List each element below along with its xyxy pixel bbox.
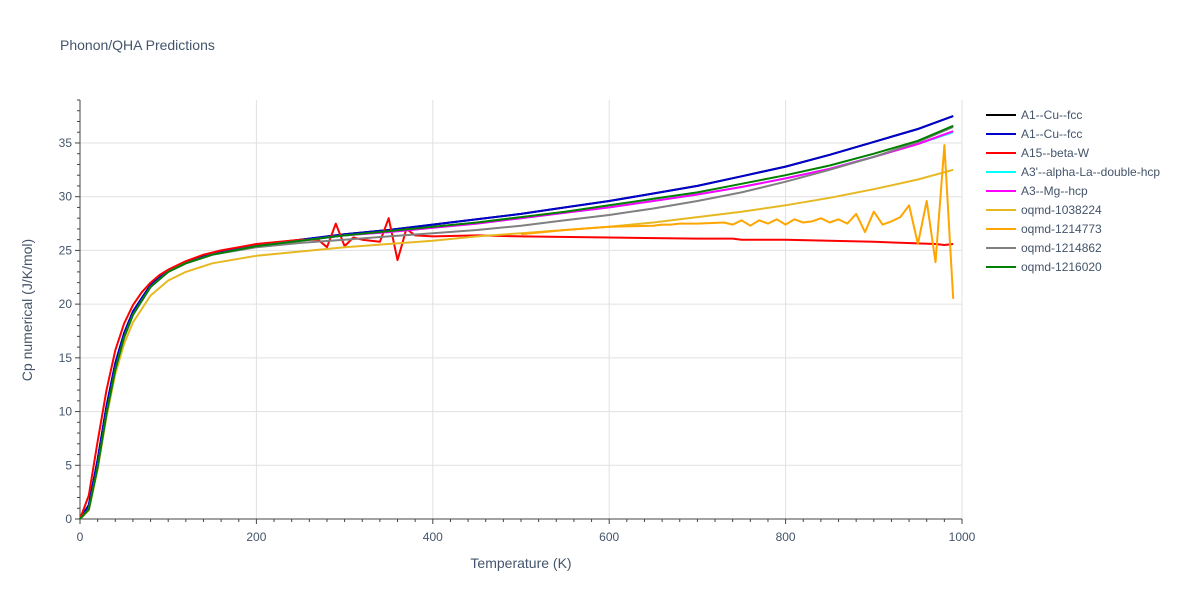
y-tick-label: 15 — [59, 351, 73, 365]
series-lines — [79, 115, 955, 520]
y-tick-label: 0 — [65, 512, 72, 526]
legend-item[interactable]: A1--Cu--fcc — [986, 108, 1082, 122]
legend-label: A1--Cu--fcc — [1021, 108, 1082, 122]
series-line-4 — [79, 130, 954, 520]
y-tick-label: 20 — [59, 297, 73, 311]
legend-item[interactable]: oqmd-1038224 — [986, 203, 1102, 217]
y-tick-label: 25 — [59, 243, 73, 257]
legend-label: A15--beta-W — [1021, 146, 1090, 160]
legend-label: oqmd-1038224 — [1021, 203, 1102, 217]
series-line-1 — [79, 115, 954, 520]
series-line-2 — [79, 217, 954, 520]
legend-item[interactable]: A1--Cu--fcc — [986, 127, 1082, 141]
series-line-5 — [79, 168, 954, 520]
y-tick-label: 10 — [59, 405, 73, 419]
y-tick-label: 5 — [65, 458, 72, 472]
series-line-0 — [79, 115, 954, 520]
x-tick-labels: 0 200 400 600 800 1000 — [77, 530, 976, 544]
legend-item[interactable]: oqmd-1214773 — [986, 222, 1102, 236]
y-tick-label: 35 — [59, 136, 73, 150]
legend-label: A3--Mg--hcp — [1021, 184, 1088, 198]
series-line-8 — [79, 124, 954, 520]
x-tick-label: 200 — [246, 530, 266, 544]
series-line-7 — [79, 125, 954, 520]
series-line-6 — [520, 144, 955, 299]
series-line-3 — [79, 131, 954, 520]
y-tick-label: 30 — [59, 190, 73, 204]
legend-item[interactable]: A3--Mg--hcp — [986, 184, 1088, 198]
x-tick-label: 0 — [77, 530, 84, 544]
y-tick-labels: 0 5 10 15 20 25 30 35 — [59, 136, 73, 526]
legend-item[interactable]: A3'--alpha-La--double-hcp — [986, 165, 1160, 179]
y-axis-title: Cp numerical (J/K/mol) — [19, 239, 35, 381]
legend-item[interactable]: A15--beta-W — [986, 146, 1090, 160]
legend-item[interactable]: oqmd-1216020 — [986, 260, 1102, 274]
legend[interactable]: A1--Cu--fcc A1--Cu--fcc A15--beta-W A3'--al… — [986, 108, 1160, 274]
legend-label: oqmd-1214773 — [1021, 222, 1102, 236]
legend-item[interactable]: oqmd-1214862 — [986, 241, 1102, 255]
grid-lines — [80, 100, 963, 519]
x-tick-label: 800 — [776, 530, 796, 544]
legend-label: A1--Cu--fcc — [1021, 127, 1082, 141]
chart-title: Phonon/QHA Predictions — [60, 37, 215, 53]
x-axis-title: Temperature (K) — [470, 555, 571, 571]
legend-label: oqmd-1214862 — [1021, 241, 1102, 255]
x-tick-label: 400 — [423, 530, 443, 544]
legend-label: oqmd-1216020 — [1021, 260, 1102, 274]
x-tick-label: 1000 — [949, 530, 976, 544]
x-tick-label: 600 — [599, 530, 619, 544]
axes — [75, 99, 963, 524]
legend-label: A3'--alpha-La--double-hcp — [1021, 165, 1160, 179]
